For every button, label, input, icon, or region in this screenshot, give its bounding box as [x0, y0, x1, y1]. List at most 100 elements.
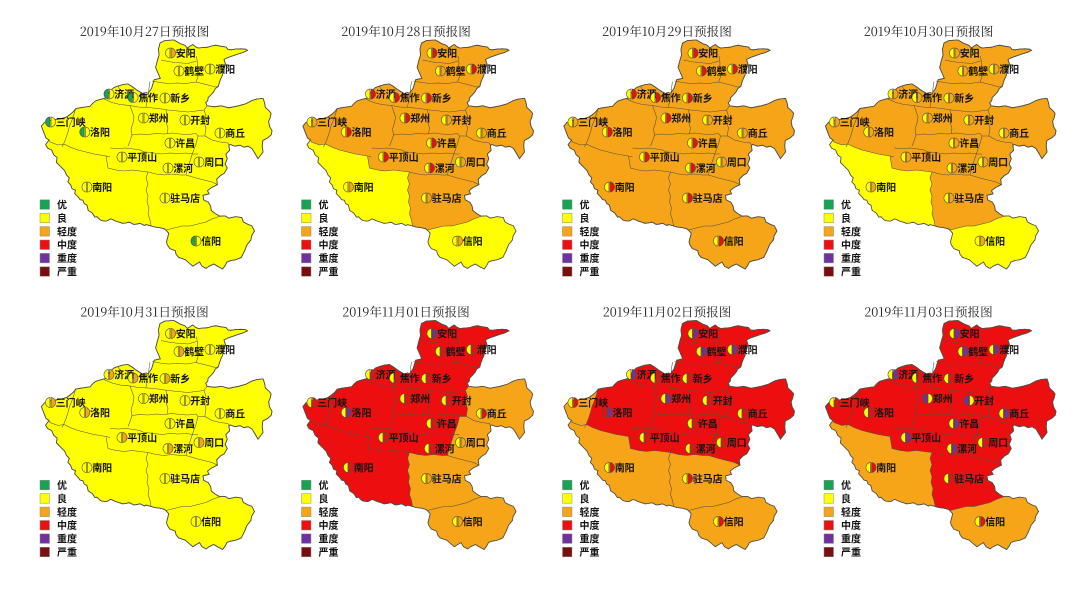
svg-text:重度: 重度: [841, 250, 861, 265]
svg-text:鹤壁: 鹤壁: [184, 344, 204, 359]
svg-text:平顶山: 平顶山: [650, 430, 680, 445]
svg-text:严重: 严重: [57, 544, 77, 559]
svg-text:郑州: 郑州: [410, 110, 430, 125]
svg-text:漯河: 漯河: [696, 160, 716, 175]
svg-text:开封: 开封: [974, 393, 994, 408]
svg-text:信阳: 信阳: [201, 514, 221, 529]
svg-text:轻度: 轻度: [319, 223, 339, 238]
svg-text:中度: 中度: [841, 237, 861, 252]
svg-text:驻马店: 驻马店: [954, 471, 984, 486]
svg-text:2019年10月29日预报图: 2019年10月29日预报图: [602, 21, 732, 40]
svg-text:重度: 重度: [57, 531, 77, 546]
svg-text:驻马店: 驻马店: [693, 471, 723, 486]
svg-text:优: 优: [841, 197, 851, 212]
svg-text:三门峡: 三门峡: [56, 114, 86, 129]
svg-text:周口: 周口: [204, 154, 224, 169]
svg-text:濮阳: 濮阳: [477, 342, 497, 357]
svg-text:三门峡: 三门峡: [317, 114, 347, 129]
svg-text:焦作: 焦作: [922, 370, 942, 385]
svg-text:郑州: 郑州: [671, 391, 691, 406]
svg-text:许昌: 许昌: [175, 135, 195, 150]
svg-text:安阳: 安阳: [176, 45, 196, 60]
svg-text:许昌: 许昌: [959, 416, 979, 431]
svg-text:南阳: 南阳: [354, 460, 374, 475]
svg-text:鹤壁: 鹤壁: [446, 344, 466, 359]
svg-text:重度: 重度: [580, 250, 600, 265]
svg-text:安阳: 安阳: [960, 45, 980, 60]
svg-text:新乡: 新乡: [432, 90, 452, 105]
svg-text:优: 优: [580, 197, 590, 212]
svg-text:中度: 中度: [841, 517, 861, 532]
svg-text:漯河: 漯河: [957, 441, 977, 456]
svg-text:漯河: 漯河: [957, 160, 977, 175]
svg-text:2019年10月28日预报图: 2019年10月28日预报图: [341, 21, 471, 40]
svg-text:开封: 开封: [190, 112, 210, 127]
svg-text:驻马店: 驻马店: [170, 471, 200, 486]
svg-text:安阳: 安阳: [698, 326, 718, 341]
svg-text:洛阳: 洛阳: [352, 124, 372, 139]
svg-text:三门峡: 三门峡: [578, 395, 608, 410]
svg-text:漯河: 漯河: [435, 441, 455, 456]
svg-text:郑州: 郑州: [933, 391, 953, 406]
svg-text:鹤壁: 鹤壁: [184, 63, 204, 78]
svg-text:周口: 周口: [204, 435, 224, 450]
svg-text:许昌: 许昌: [959, 135, 979, 150]
svg-text:中度: 中度: [57, 517, 77, 532]
svg-text:严重: 严重: [841, 544, 861, 559]
svg-text:商丘: 商丘: [225, 406, 245, 421]
svg-text:商丘: 商丘: [748, 125, 768, 140]
svg-text:洛阳: 洛阳: [352, 405, 372, 420]
svg-text:南阳: 南阳: [876, 460, 896, 475]
svg-text:郑州: 郑州: [149, 110, 169, 125]
svg-text:商丘: 商丘: [487, 125, 507, 140]
svg-text:新乡: 新乡: [954, 371, 974, 386]
svg-text:新乡: 新乡: [954, 90, 974, 105]
svg-text:平顶山: 平顶山: [389, 149, 419, 164]
svg-text:许昌: 许昌: [437, 135, 457, 150]
svg-text:优: 优: [319, 197, 329, 212]
svg-text:平顶山: 平顶山: [389, 430, 419, 445]
svg-text:许昌: 许昌: [175, 416, 195, 431]
svg-text:焦作: 焦作: [400, 370, 420, 385]
svg-text:中度: 中度: [580, 517, 600, 532]
svg-text:信阳: 信阳: [201, 233, 221, 248]
svg-text:优: 优: [580, 477, 590, 492]
svg-text:南阳: 南阳: [92, 179, 112, 194]
svg-text:许昌: 许昌: [698, 135, 718, 150]
svg-text:信阳: 信阳: [985, 514, 1005, 529]
svg-text:周口: 周口: [466, 154, 486, 169]
svg-text:漯河: 漯河: [696, 441, 716, 456]
svg-text:洛阳: 洛阳: [90, 405, 110, 420]
svg-text:轻度: 轻度: [57, 223, 77, 238]
svg-text:严重: 严重: [319, 544, 339, 559]
svg-text:信阳: 信阳: [724, 514, 744, 529]
svg-text:洛阳: 洛阳: [613, 405, 633, 420]
svg-text:开封: 开封: [452, 393, 472, 408]
svg-text:2019年11月03日预报图: 2019年11月03日预报图: [864, 301, 993, 320]
svg-text:商丘: 商丘: [748, 406, 768, 421]
svg-text:洛阳: 洛阳: [613, 124, 633, 139]
svg-text:鹤壁: 鹤壁: [707, 344, 727, 359]
svg-text:严重: 严重: [319, 264, 339, 279]
svg-text:驻马店: 驻马店: [432, 190, 462, 205]
svg-text:商丘: 商丘: [1009, 406, 1029, 421]
svg-text:轻度: 轻度: [580, 504, 600, 519]
svg-text:漯河: 漯河: [435, 160, 455, 175]
svg-text:新乡: 新乡: [693, 90, 713, 105]
svg-text:三门峡: 三门峡: [840, 114, 870, 129]
svg-text:中度: 中度: [580, 237, 600, 252]
svg-text:中度: 中度: [319, 237, 339, 252]
svg-text:信阳: 信阳: [985, 233, 1005, 248]
svg-text:重度: 重度: [57, 250, 77, 265]
svg-text:郑州: 郑州: [410, 391, 430, 406]
svg-text:濮阳: 濮阳: [215, 342, 235, 357]
svg-text:严重: 严重: [580, 264, 600, 279]
svg-text:重度: 重度: [319, 250, 339, 265]
svg-text:2019年10月30日预报图: 2019年10月30日预报图: [864, 21, 994, 40]
svg-text:平顶山: 平顶山: [127, 149, 157, 164]
svg-text:轻度: 轻度: [841, 223, 861, 238]
svg-text:2019年11月01日预报图: 2019年11月01日预报图: [342, 301, 469, 320]
svg-text:平顶山: 平顶山: [911, 149, 941, 164]
svg-text:鹤壁: 鹤壁: [446, 63, 466, 78]
svg-text:中度: 中度: [319, 517, 339, 532]
